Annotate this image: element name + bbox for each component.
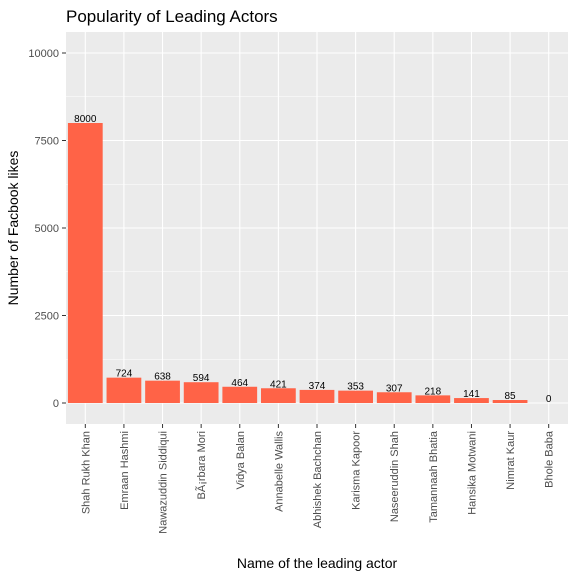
y-tick-label: 5000 [35,223,59,235]
y-tick-label: 0 [53,398,59,410]
y-axis: 0 2500 5000 7500 10000 [28,48,66,410]
x-tick-label: Vidya Balan [235,431,247,490]
x-tick-label: Abhishek Bachchan [312,431,324,528]
bar [261,388,296,403]
y-tick-label: 10000 [28,48,59,60]
bar [183,382,219,403]
bar [376,392,412,403]
bar [106,377,142,403]
bar [338,390,373,403]
y-tick-label: 2500 [35,311,59,323]
x-tick-label: Annabelle Wallis [273,431,285,512]
x-tick-label: BÃ¡rbara Mori [195,431,208,499]
bar-value-label: 421 [270,379,287,390]
bar-value-label: 464 [231,378,248,389]
bar [145,380,180,403]
bar-value-label: 638 [154,372,171,383]
x-tick-label: Hansika Motwani [466,431,478,515]
x-tick-label: Shah Rukh Khan [80,431,92,514]
bar [67,123,103,403]
chart-title: Popularity of Leading Actors [66,7,278,26]
x-tick-label: Naseeruddin Shah [389,431,401,522]
bar [415,395,451,403]
data-labels: 8000 724 638 594 464 421 374 353 307 218 141 85 0 [74,114,552,405]
bar-value-label: 374 [309,381,326,392]
bars [67,123,528,403]
bar-value-label: 218 [425,386,442,397]
bar-value-label: 85 [505,391,517,402]
x-tick-label: Nimrat Kaur [505,431,517,490]
bar-value-label: 594 [193,373,210,384]
x-tick-label: Karisma Kapoor [351,431,363,510]
bar-value-label: 0 [546,394,552,405]
x-axis-title: Name of the leading actor [237,555,398,571]
x-tick-label: Tamannaah Bhatia [428,430,440,523]
bar [222,386,258,403]
y-tick-label: 7500 [35,136,59,148]
bar [492,400,528,403]
x-tick-label: Nawazuddin Siddiqui [158,431,170,534]
bar [299,389,335,403]
bar-value-label: 141 [463,389,480,400]
x-axis: Shah Rukh Khan Emraan Hashmi Nawazuddin Si… [80,424,556,534]
bar-value-label: 307 [386,383,403,394]
x-tick-label: Emraan Hashmi [119,431,131,510]
y-axis-title: Number of Facbook likes [5,151,21,306]
bar [454,398,489,403]
bar-value-label: 353 [347,382,364,393]
bar-value-label: 724 [116,369,133,380]
x-tick-label: Bhole Baba [544,430,556,488]
bar-value-label: 8000 [74,114,97,125]
